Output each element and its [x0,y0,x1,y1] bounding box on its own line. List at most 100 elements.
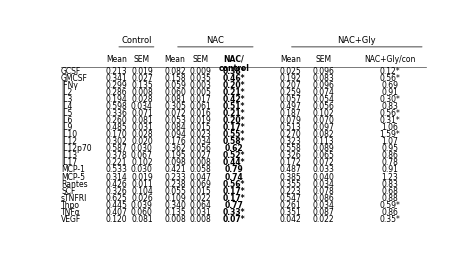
Text: 0.054: 0.054 [313,95,335,104]
Text: 0.170: 0.170 [105,130,127,139]
Text: 0.005: 0.005 [190,88,211,97]
Text: 0.027: 0.027 [190,151,211,160]
Text: IFNγ: IFNγ [61,81,78,90]
Text: 0.270: 0.270 [280,130,301,139]
Text: 0.91: 0.91 [382,88,398,97]
Text: 0.071: 0.071 [131,109,153,118]
Text: 0.019: 0.019 [131,173,153,182]
Text: 0.302: 0.302 [105,137,127,146]
Text: GCSF: GCSF [61,67,82,76]
Text: 1.07: 1.07 [382,137,398,146]
Text: MCP-1: MCP-1 [61,165,85,174]
Text: MCP-5: MCP-5 [61,173,85,182]
Text: 0.172: 0.172 [280,158,301,167]
Text: 0.061: 0.061 [190,102,211,111]
Text: SEM: SEM [134,55,150,64]
Text: 0.68: 0.68 [382,187,398,196]
Text: 0.59*: 0.59* [379,201,401,210]
Text: 0.95: 0.95 [382,144,398,153]
Text: 0.034: 0.034 [190,137,211,146]
Text: 0.259: 0.259 [280,88,301,97]
Text: 0.081: 0.081 [164,95,186,104]
Text: Mean: Mean [280,55,301,64]
Text: 0.44*: 0.44* [222,158,245,167]
Text: 0.008: 0.008 [164,215,186,224]
Text: 0.299: 0.299 [105,81,127,90]
Text: NAC+Gly/con: NAC+Gly/con [364,55,416,64]
Text: 0.79: 0.79 [224,165,243,174]
Text: SEM: SEM [316,55,332,64]
Text: IL13: IL13 [61,151,77,160]
Text: 0.558: 0.558 [280,144,301,153]
Text: 0.35*: 0.35* [379,215,401,224]
Text: 0.026: 0.026 [131,194,153,203]
Text: 0.008: 0.008 [131,88,153,97]
Text: 0.58*: 0.58* [222,137,245,146]
Text: 0.031: 0.031 [190,208,211,217]
Text: 0.513: 0.513 [280,123,301,132]
Text: 0.33*: 0.33* [222,208,245,217]
Text: 0.031: 0.031 [131,123,153,132]
Text: 0.195: 0.195 [164,151,186,160]
Text: 0.83: 0.83 [382,102,398,111]
Text: 0.88: 0.88 [382,194,398,203]
Text: 0.187: 0.187 [280,109,301,118]
Text: 0.039: 0.039 [131,201,153,210]
Text: 0.62: 0.62 [224,144,243,153]
Text: 0.74: 0.74 [224,173,243,182]
Text: IL12p70: IL12p70 [61,144,91,153]
Text: 0.158: 0.158 [164,74,186,83]
Text: 0.56*: 0.56* [223,180,245,189]
Text: 0.56*: 0.56* [379,74,401,83]
Text: 0.113: 0.113 [313,137,335,146]
Text: 0.30*: 0.30* [379,95,401,104]
Text: 0.053: 0.053 [164,116,186,125]
Text: IL5: IL5 [61,109,73,118]
Text: 0.104: 0.104 [131,187,153,196]
Text: 0.233: 0.233 [164,173,186,182]
Text: 0.223: 0.223 [280,187,301,196]
Text: sTNFRI: sTNFRI [61,194,88,203]
Text: Mean: Mean [164,55,185,64]
Text: 0.362: 0.362 [164,144,186,153]
Text: 0.17*: 0.17* [222,123,245,132]
Text: 0.598: 0.598 [105,102,127,111]
Text: 0.221: 0.221 [105,158,127,167]
Text: 0.487: 0.487 [280,165,301,174]
Text: GMCSF: GMCSF [61,74,88,83]
Text: 0.019: 0.019 [190,116,211,125]
Text: 0.378: 0.378 [105,151,127,160]
Text: IL4: IL4 [61,102,73,111]
Text: 0.008: 0.008 [190,215,211,224]
Text: VEGF: VEGF [61,215,82,224]
Text: 0.46*: 0.46* [222,74,245,83]
Text: IL12: IL12 [61,137,77,146]
Text: 0.096: 0.096 [313,81,335,90]
Text: Mean: Mean [106,55,127,64]
Text: 0.407: 0.407 [105,208,127,217]
Text: 0.109: 0.109 [164,194,186,203]
Text: 0.135: 0.135 [164,208,186,217]
Text: 0.064: 0.064 [190,201,211,210]
Text: 0.011: 0.011 [131,180,153,189]
Text: 0.094: 0.094 [164,130,186,139]
Text: 0.030: 0.030 [131,165,153,174]
Text: 0.120: 0.120 [105,215,127,224]
Text: 0.421: 0.421 [164,165,186,174]
Text: 0.351: 0.351 [280,208,301,217]
Text: 0.286: 0.286 [105,88,127,97]
Text: 0.91: 0.91 [382,165,398,174]
Text: TNFα: TNFα [61,208,81,217]
Text: IL10: IL10 [61,130,77,139]
Text: 0.067: 0.067 [131,151,153,160]
Text: 0.20*: 0.20* [222,81,245,90]
Text: 0.426: 0.426 [105,180,127,189]
Text: 0.314: 0.314 [105,173,127,182]
Text: 0.034: 0.034 [313,201,335,210]
Text: NAC: NAC [207,36,224,45]
Text: IL17: IL17 [61,158,77,167]
Text: 0.028: 0.028 [131,130,153,139]
Text: 0.340: 0.340 [164,201,186,210]
Text: SCF: SCF [61,187,75,196]
Text: 0.587: 0.587 [105,144,127,153]
